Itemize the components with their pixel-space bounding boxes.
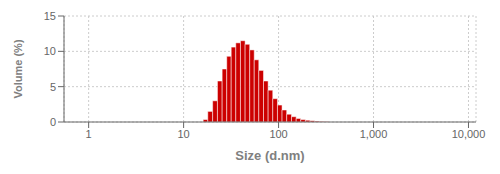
svg-text:1,000: 1,000 — [360, 128, 388, 140]
svg-text:1: 1 — [86, 128, 92, 140]
svg-text:Volume (%): Volume (%) — [12, 39, 24, 98]
svg-text:5: 5 — [50, 81, 56, 93]
svg-text:10: 10 — [177, 128, 189, 140]
svg-text:10: 10 — [44, 45, 56, 57]
svg-text:15: 15 — [44, 10, 56, 22]
svg-text:Size (d.nm): Size (d.nm) — [235, 148, 304, 163]
svg-text:100: 100 — [269, 128, 287, 140]
svg-text:10,000: 10,000 — [452, 128, 486, 140]
svg-text:0: 0 — [50, 116, 56, 128]
